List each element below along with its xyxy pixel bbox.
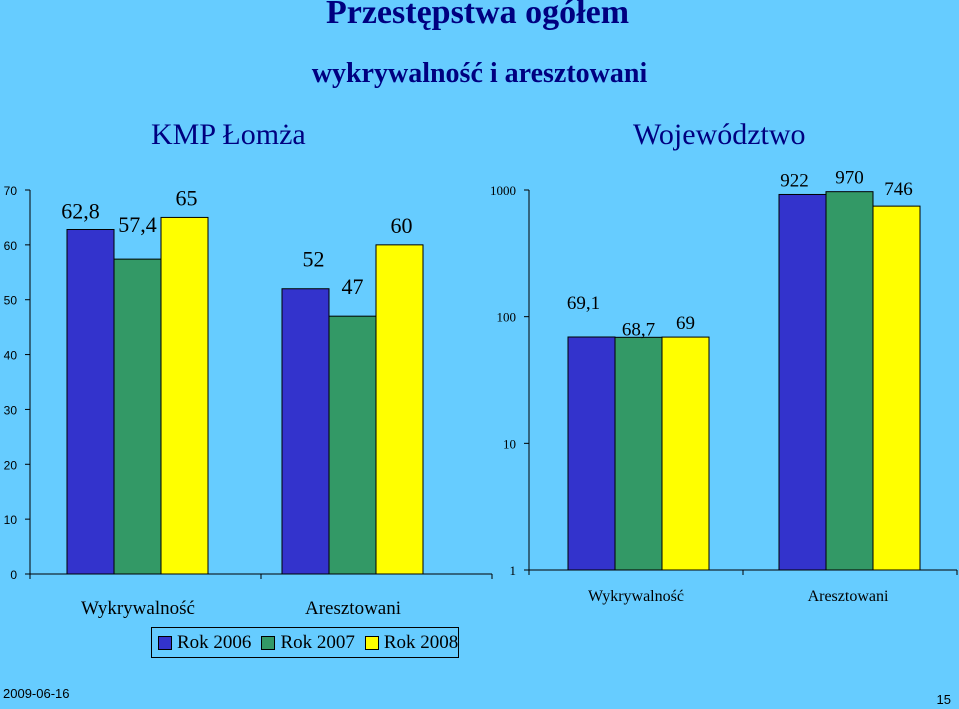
footer-date: 2009-06-16 <box>3 686 70 701</box>
data-label-1-0-1: 922 <box>780 170 809 191</box>
data-label-1-2-0: 69 <box>676 313 695 334</box>
legend-item-2007: Rok 2007 <box>261 631 355 654</box>
legend-label-2007: Rok 2007 <box>280 631 355 653</box>
y-tick-label-0-0: 0 <box>10 568 17 582</box>
y-tick-label-1-2: 100 <box>497 310 517 325</box>
bar-1-rok-2008-1 <box>872 205 921 571</box>
data-label-0-1-1: 47 <box>342 274 364 299</box>
page-number: 15 <box>936 692 951 707</box>
data-label-0-1-0: 57,4 <box>118 212 157 237</box>
bar-1-rok-2007-0 <box>614 336 663 571</box>
left-chart-title: KMP Łomża <box>151 118 306 151</box>
y-tick-label-0-3: 30 <box>4 403 18 417</box>
bar-1-rok-2006-1 <box>778 193 827 571</box>
page-subtitle: wykrywalność i aresztowani <box>311 58 648 89</box>
data-label-0-0-0: 62,8 <box>61 198 100 223</box>
data-label-1-2-1: 746 <box>884 179 913 200</box>
y-tick-label-0-6: 60 <box>4 239 18 253</box>
data-label-1-0-0: 69,1 <box>567 293 600 314</box>
bar-0-rok-2006-0 <box>66 228 115 575</box>
page-title: Przestępstwa ogółem <box>325 0 630 31</box>
data-label-0-2-0: 65 <box>176 185 198 210</box>
bar-0-rok-2008-0 <box>160 216 209 575</box>
bar-0-rok-2007-1 <box>328 315 377 575</box>
legend-swatch-2008 <box>364 635 379 650</box>
y-tick-label-1-0: 1 <box>510 563 517 578</box>
right-chart-title: Województwo <box>633 118 806 151</box>
y-tick-label-0-4: 40 <box>4 349 18 363</box>
bar-1-rok-2007-1 <box>825 191 874 571</box>
bar-0-rok-2006-1 <box>281 288 330 575</box>
legend-item-2006: Rok 2006 <box>158 632 251 654</box>
data-label-0-2-1: 60 <box>391 213 413 238</box>
chart-legend: Rok 2006 Rok 2007 Rok 2008 <box>151 627 459 658</box>
legend-item-2008: Rok 2008 <box>364 631 459 654</box>
legend-label-2006: Rok 2006 <box>177 631 252 653</box>
bar-0-rok-2008-1 <box>375 244 424 575</box>
category-label-0-0: Wykrywalność <box>81 598 195 619</box>
legend-swatch-2007 <box>261 635 276 650</box>
y-tick-label-0-2: 20 <box>4 458 18 472</box>
category-label-1-1: Aresztowani <box>808 588 889 605</box>
data-label-1-1-0: 68,7 <box>622 319 655 340</box>
data-label-0-0-1: 52 <box>303 247 325 272</box>
y-tick-label-1-3: 1000 <box>490 183 516 198</box>
y-tick-label-0-1: 10 <box>4 513 18 527</box>
y-tick-label-1-1: 10 <box>503 436 516 451</box>
legend-label-2008: Rok 2008 <box>383 631 459 653</box>
data-label-1-1-1: 970 <box>835 168 864 189</box>
legend-swatch-2006 <box>158 635 172 650</box>
category-label-0-1: Aresztowani <box>305 598 401 619</box>
y-tick-label-0-7: 70 <box>4 184 18 198</box>
bar-1-rok-2008-0 <box>661 336 710 571</box>
category-label-1-0: Wykrywalność <box>588 588 684 605</box>
y-tick-label-0-5: 50 <box>4 294 18 308</box>
bar-0-rok-2007-0 <box>113 258 162 575</box>
bar-1-rok-2006-0 <box>567 336 616 571</box>
